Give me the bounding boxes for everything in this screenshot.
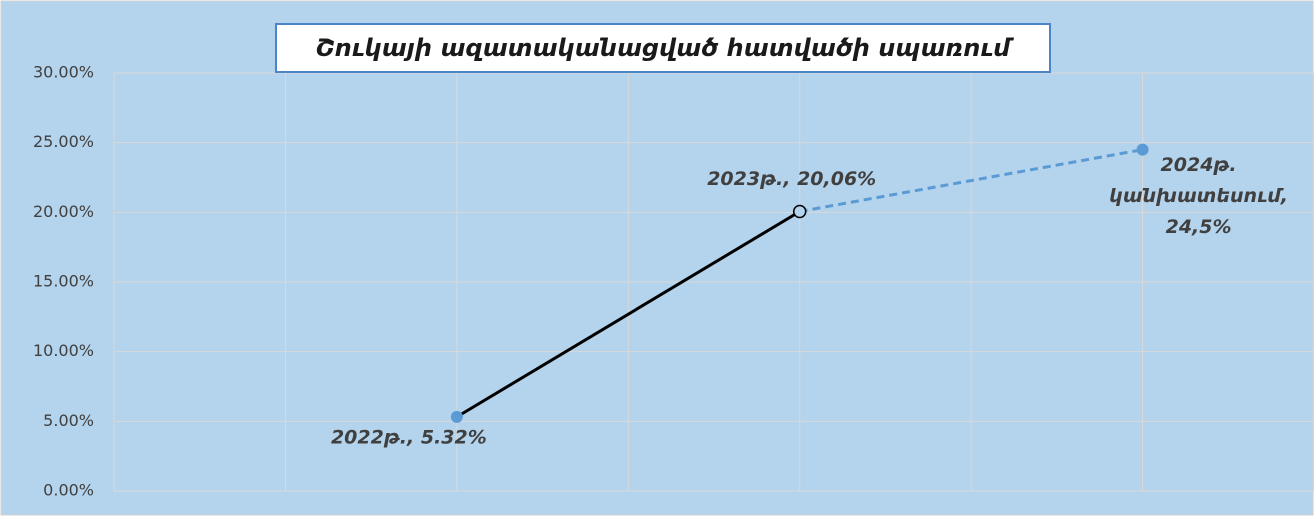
y-tick-label: 0.00% <box>43 481 94 500</box>
y-tick-label: 5.00% <box>43 411 94 430</box>
marker <box>450 410 463 423</box>
y-tick-label: 30.00% <box>33 63 94 82</box>
plot-area: 0.00% 5.00% 10.00% 15.00% 20.00% 25.00% 30.00%… <box>33 63 1314 500</box>
chart-title: Շուկայի ազատականացված հատվածի սպառում <box>316 34 1014 62</box>
title-box <box>275 23 1051 73</box>
marker <box>792 204 807 219</box>
data-label: 2022թ., 5.32% <box>331 426 487 448</box>
y-tick-label: 25.00% <box>33 132 94 151</box>
y-tick-label: 20.00% <box>33 202 94 221</box>
y-tick-label: 15.00% <box>33 272 94 291</box>
marker <box>1136 143 1149 156</box>
data-label: 2024թ. <box>1161 154 1237 176</box>
data-label: 2023թ., 20,06% <box>707 168 876 190</box>
data-label: կանխատեսում, <box>1109 185 1288 207</box>
y-tick-label: 10.00% <box>33 341 94 360</box>
line-segment <box>799 148 1143 213</box>
line-segment <box>456 210 801 419</box>
data-label: 24,5% <box>1166 216 1232 238</box>
